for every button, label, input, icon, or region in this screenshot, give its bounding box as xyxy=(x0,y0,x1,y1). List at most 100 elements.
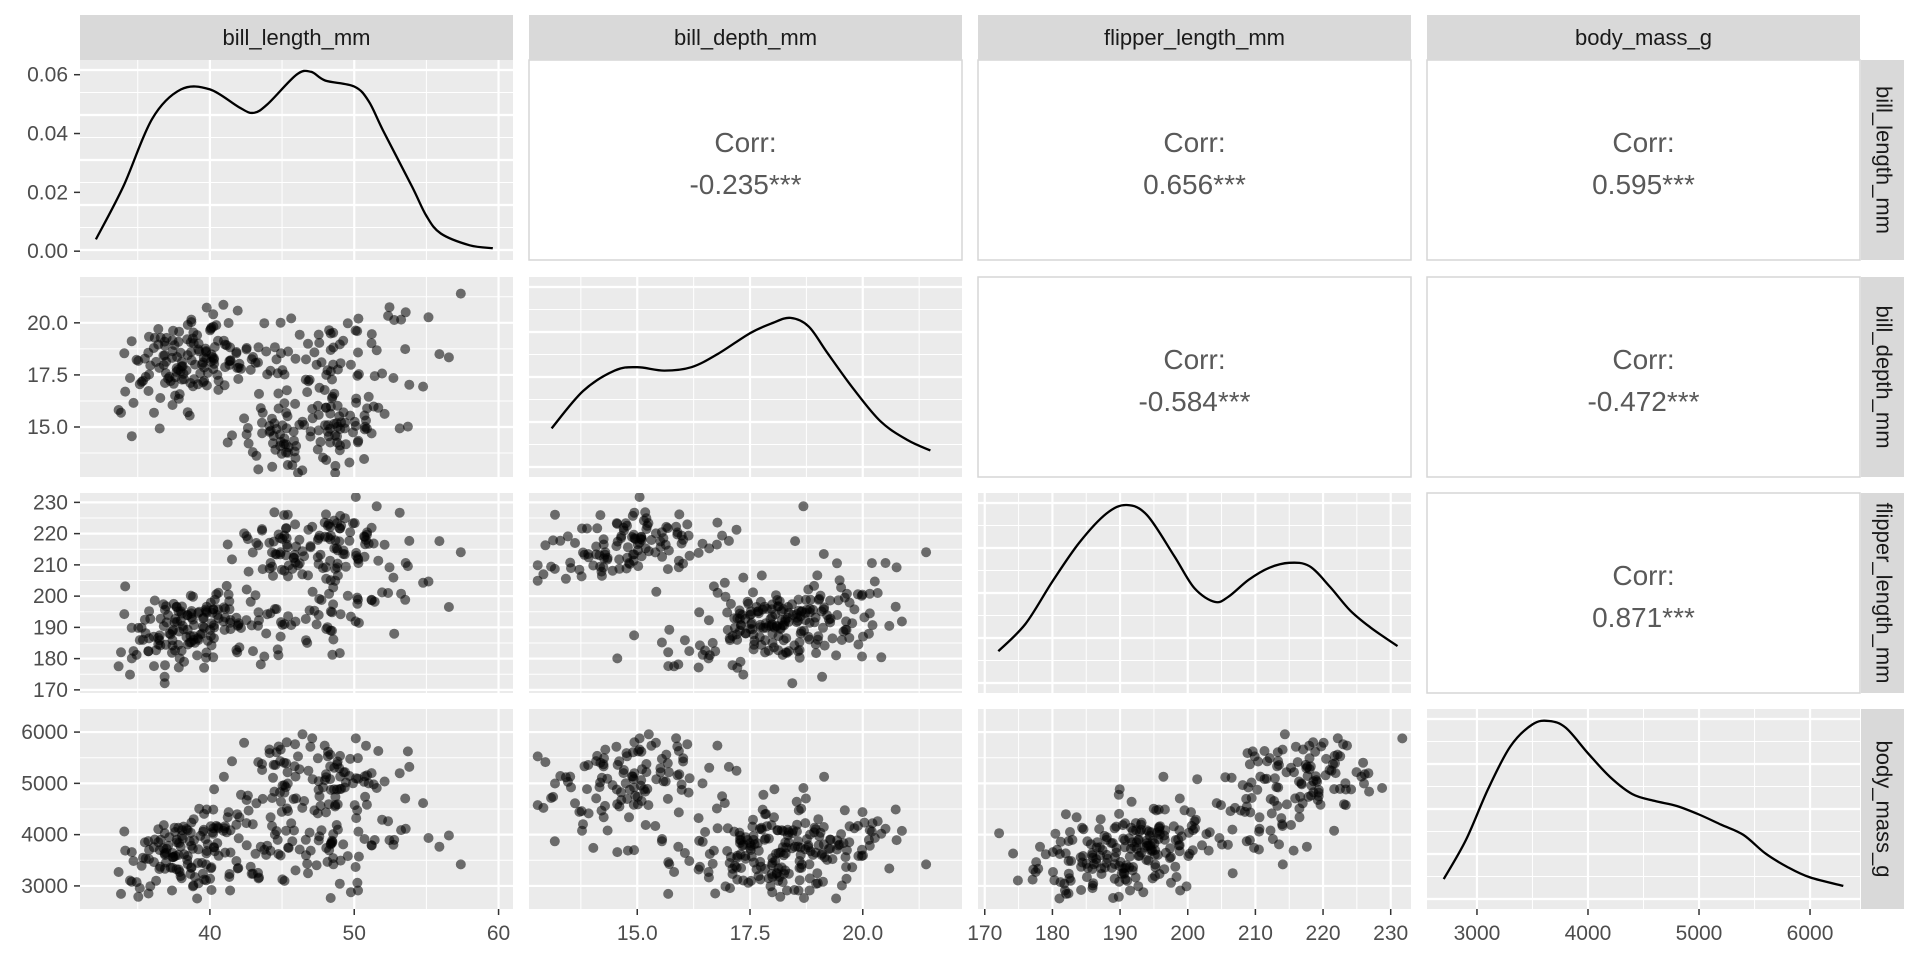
data-point xyxy=(119,609,130,620)
data-point xyxy=(755,874,766,885)
density-curve-bill_depth_mm xyxy=(550,316,931,452)
data-point xyxy=(832,610,843,620)
data-point xyxy=(125,373,135,383)
data-point xyxy=(269,829,280,840)
data-point xyxy=(849,823,860,834)
data-point xyxy=(297,729,308,740)
data-point xyxy=(614,554,625,565)
data-point xyxy=(242,534,253,545)
data-point xyxy=(126,336,137,347)
data-point xyxy=(402,421,413,432)
data-point xyxy=(209,358,220,369)
data-point xyxy=(283,611,294,622)
strip-top-bill_length_mm xyxy=(80,15,513,60)
data-point xyxy=(286,313,297,324)
data-point xyxy=(771,620,782,631)
y-tick-label: 200 xyxy=(33,585,68,608)
data-point xyxy=(832,558,842,569)
y-tick-label: 5000 xyxy=(21,772,68,795)
data-point xyxy=(321,807,331,818)
data-point xyxy=(1364,786,1375,797)
x-tick-label: 15.0 xyxy=(617,922,658,945)
data-point xyxy=(1243,782,1254,793)
data-point xyxy=(233,833,244,844)
strip-right-flipper_length_mm xyxy=(1861,493,1904,693)
data-point xyxy=(349,416,360,427)
data-point xyxy=(622,845,633,856)
data-point xyxy=(388,373,399,383)
data-point xyxy=(361,740,371,751)
data-point xyxy=(241,840,252,851)
data-point xyxy=(350,733,361,744)
data-point xyxy=(775,891,786,902)
data-point xyxy=(834,575,845,586)
data-point xyxy=(1060,809,1071,820)
data-point xyxy=(598,812,609,823)
data-point xyxy=(388,572,399,583)
strip-top-label: bill_length_mm xyxy=(223,25,371,50)
data-point xyxy=(540,540,551,551)
data-point xyxy=(257,525,268,536)
corr-label: Corr: xyxy=(1163,127,1225,158)
data-point xyxy=(205,873,216,884)
data-point xyxy=(220,847,231,858)
data-point xyxy=(273,650,284,661)
data-point xyxy=(598,562,609,573)
data-point xyxy=(119,348,130,359)
corr-value: 0.656*** xyxy=(1143,169,1246,200)
data-point xyxy=(404,535,415,546)
data-point xyxy=(289,549,300,560)
strip-layer: bill_length_mm bill_depth_mm flipper_lengt… xyxy=(80,15,1904,909)
data-point xyxy=(791,796,802,807)
data-point xyxy=(251,798,262,809)
data-point xyxy=(144,606,155,617)
data-point xyxy=(198,824,209,835)
data-point xyxy=(434,349,445,360)
data-point xyxy=(283,346,294,357)
data-point xyxy=(400,793,411,804)
data-point xyxy=(133,891,144,902)
data-point xyxy=(294,558,305,569)
data-point xyxy=(1294,803,1305,814)
data-point xyxy=(329,515,339,526)
data-point xyxy=(218,299,229,310)
data-point xyxy=(209,622,220,633)
data-point xyxy=(655,542,666,553)
data-point xyxy=(290,739,301,750)
data-point xyxy=(818,839,829,850)
x-tick-label: 200 xyxy=(1170,922,1205,945)
data-point xyxy=(294,844,305,855)
density-curve-flipper_length_mm xyxy=(997,503,1399,653)
data-point xyxy=(282,411,293,422)
data-point xyxy=(811,648,822,659)
data-point xyxy=(305,431,316,442)
data-point xyxy=(1166,877,1176,888)
data-point xyxy=(232,363,243,373)
data-point xyxy=(1158,771,1169,782)
data-point xyxy=(731,524,742,535)
data-point xyxy=(582,784,592,795)
data-point xyxy=(222,812,233,823)
data-point xyxy=(253,867,263,878)
data-point xyxy=(125,669,135,680)
data-point xyxy=(574,564,585,575)
data-point xyxy=(268,772,278,783)
data-point xyxy=(1281,799,1292,810)
data-point xyxy=(275,787,285,798)
data-point xyxy=(678,756,689,767)
data-point xyxy=(1149,838,1160,849)
data-point xyxy=(384,302,395,313)
data-point xyxy=(212,838,223,849)
data-point xyxy=(1076,885,1087,895)
data-point xyxy=(247,819,258,830)
data-point xyxy=(1273,782,1284,793)
data-point xyxy=(1096,869,1107,879)
data-point xyxy=(555,535,566,546)
data-point xyxy=(1342,740,1352,751)
data-point xyxy=(239,413,250,424)
data-point xyxy=(1059,878,1070,889)
data-point xyxy=(708,581,719,592)
data-point xyxy=(712,740,723,751)
data-point xyxy=(628,549,638,560)
data-point xyxy=(134,883,145,894)
